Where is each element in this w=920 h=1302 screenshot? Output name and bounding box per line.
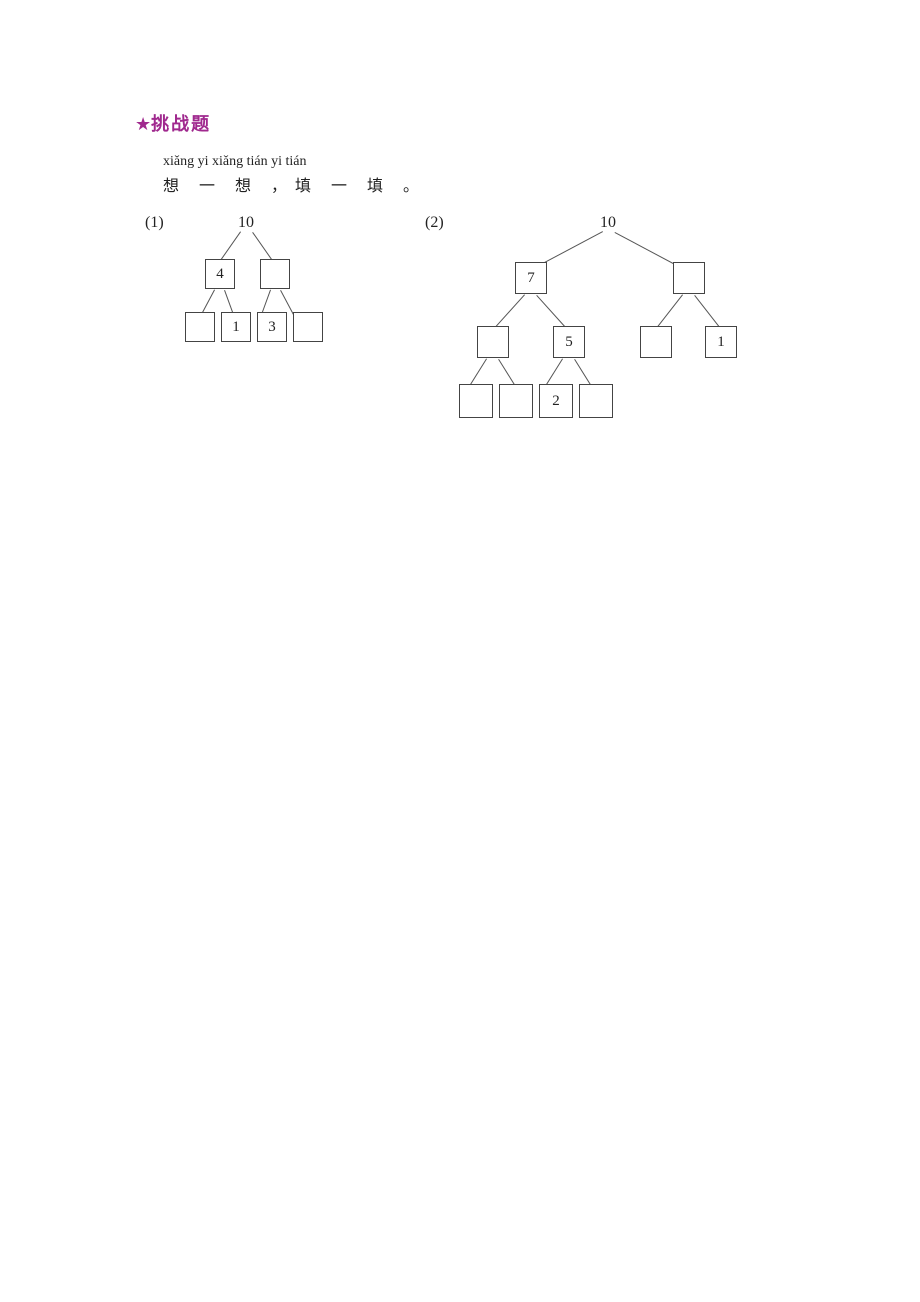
tree1-line [261, 290, 271, 315]
tree2-label: (2) [425, 214, 444, 232]
tree1-box-blank-r [293, 312, 323, 342]
tree2-box-row2-a [477, 326, 509, 358]
tree2-box-row3-b [499, 384, 533, 418]
tree2-box-row3-a [459, 384, 493, 418]
tree1-box-4: 4 [205, 259, 235, 289]
tree1-box-right [260, 259, 290, 289]
section-title: ★挑战题 [135, 110, 920, 136]
tree2-box-top-r [673, 262, 705, 294]
tree2-line [574, 359, 592, 387]
tree2-box-2: 2 [539, 384, 573, 418]
tree2-line [656, 294, 683, 328]
tree1-root: 10 [238, 214, 254, 232]
tree1-box-1: 1 [221, 312, 251, 342]
hanzi-line: 想 一 想 ，填 一 填 。 [163, 172, 920, 196]
tree2-root: 10 [600, 214, 616, 232]
tree2-box-row2-c [640, 326, 672, 358]
tree2-line [469, 358, 487, 386]
tree2-box-5: 5 [553, 326, 585, 358]
tree1-label: (1) [145, 214, 164, 232]
tree2-line [493, 294, 525, 329]
tree2-line [545, 358, 563, 386]
star-icon: ★ [135, 114, 151, 134]
tree2-box-7: 7 [515, 262, 547, 294]
tree1-box-blank-l [185, 312, 215, 342]
tree2-box-row3-d [579, 384, 613, 418]
title-text: 挑战题 [151, 114, 211, 134]
tree2-box-1: 1 [705, 326, 737, 358]
tree2-line [498, 359, 516, 387]
tree1-line [201, 290, 215, 315]
tree1-box-3: 3 [257, 312, 287, 342]
tree2-line [536, 295, 568, 330]
tree2-line [694, 295, 721, 329]
pinyin-line: xiǎng yi xiǎng tián yi tián [163, 154, 920, 170]
